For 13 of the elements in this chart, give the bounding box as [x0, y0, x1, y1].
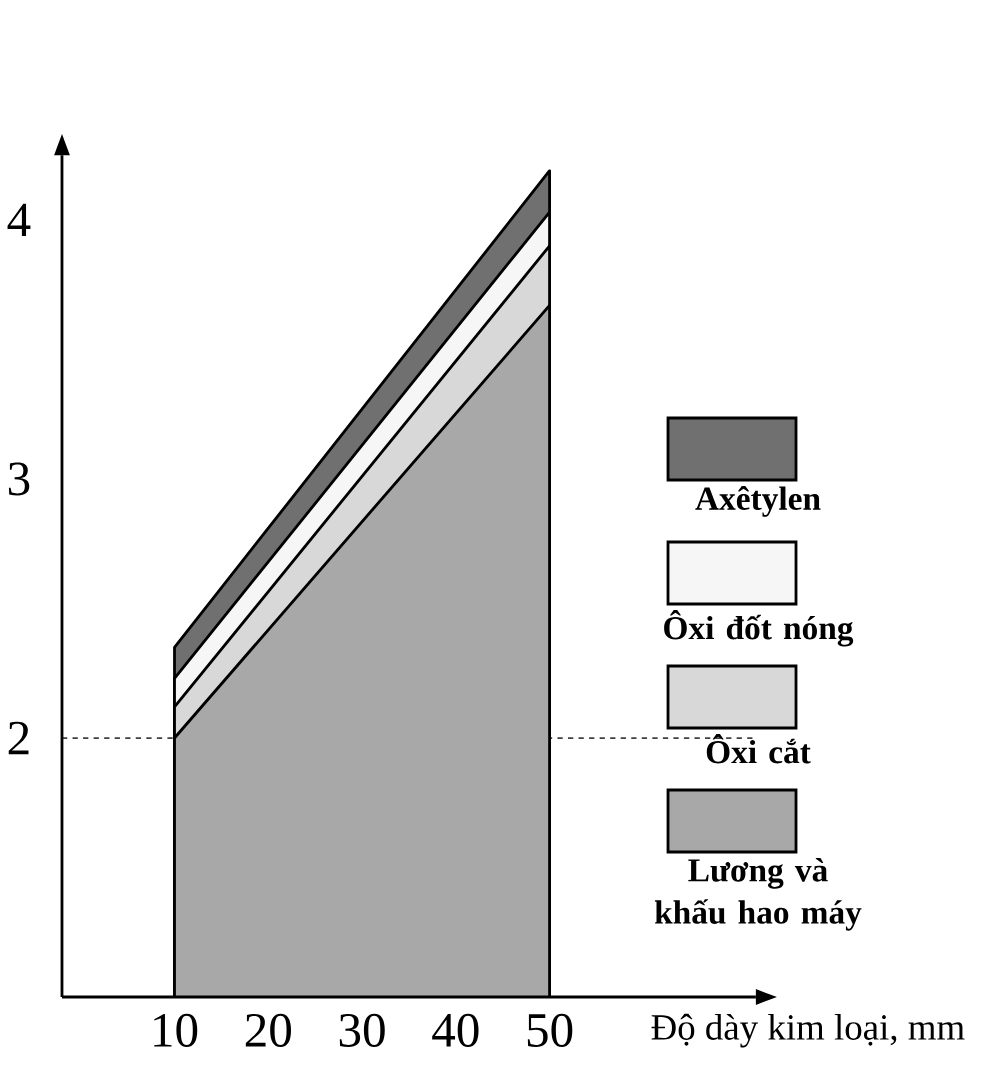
y-tick-label: 2: [8, 721, 29, 755]
x-tick-label: 10: [154, 1013, 198, 1047]
x-axis-title: Độ dày kim loại, mm: [651, 1013, 965, 1048]
legend-label: Axêtylen: [695, 486, 821, 517]
y-tick-label: 4: [7, 203, 31, 237]
x-tick-label: 30: [339, 1013, 385, 1047]
x-tick-label: 50: [527, 1013, 573, 1047]
x-tick-label: 40: [432, 1013, 479, 1047]
x-tick-label: 20: [245, 1013, 292, 1047]
text: Ôxi đốt nóng: [664, 610, 854, 647]
y-tick-label: 3: [8, 462, 30, 496]
legend-label: Lương và khấu hao máy: [654, 858, 862, 931]
legend-label: Ôxi cắt: [706, 734, 811, 764]
